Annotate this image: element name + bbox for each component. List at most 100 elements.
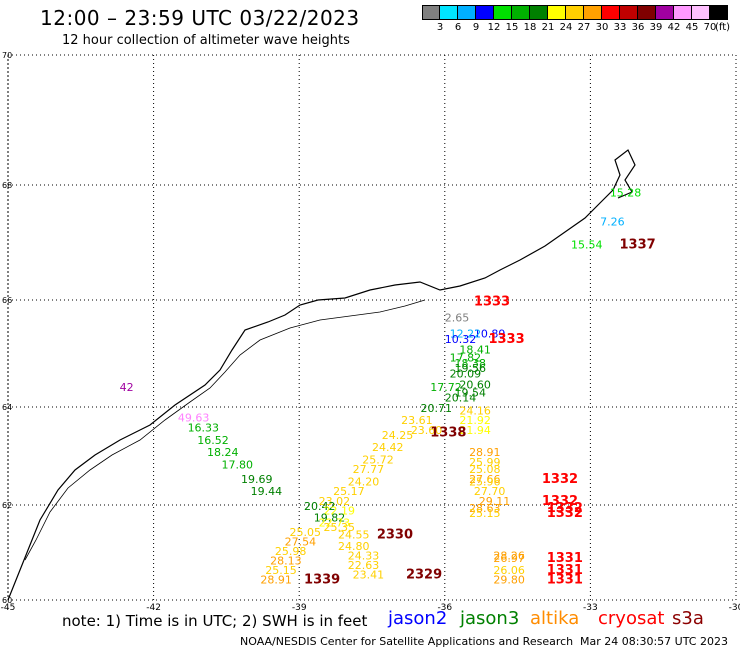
lat-tick-label: 70 (2, 51, 12, 60)
gridlines (7, 54, 737, 601)
wave-height-label: 19.54 (455, 386, 487, 399)
colorbar-swatch (440, 5, 458, 20)
wave-height-label: 15.28 (610, 187, 642, 200)
colorbar-swatch (584, 5, 602, 20)
colorbar-tick-label: 6 (454, 22, 462, 33)
wave-height-label: 24.33 (348, 550, 380, 563)
page-title: 12:00 – 23:59 UTC 03/22/2023 (40, 6, 360, 30)
wave-height-label: 23.61 (401, 414, 433, 427)
colorbar-swatch (530, 5, 548, 20)
wave-height-label: 25.72 (362, 453, 394, 466)
legend-altika: altika (530, 608, 580, 629)
pass-time-label: 1333 (474, 294, 510, 309)
wave-height-label: 28.26 (493, 550, 525, 563)
wave-height-label: 27.54 (285, 535, 317, 548)
wave-height-label: 23.41 (353, 569, 385, 582)
colorbar-swatch (494, 5, 512, 20)
wave-height-label: 20.71 (421, 402, 453, 415)
pass-time-label: 1331 (547, 572, 583, 587)
colorbar-swatch (512, 5, 530, 20)
wave-height-label: 24.16 (459, 404, 491, 417)
wave-height-label: 22.73 (319, 516, 351, 529)
colorbar-ticks: 3 6 9 12 15 18 21 24 27 30 33 36 39 42 45 70 (422, 22, 740, 34)
pass-time-label: 2329 (406, 568, 442, 583)
colorbar-swatch (458, 5, 476, 20)
colorbar-tick-label: 42 (667, 22, 681, 33)
legend-s3a: s3a (672, 608, 704, 629)
wave-height-label: 25.98 (275, 545, 307, 558)
lon-tick-label: -30 (729, 603, 740, 613)
generated-timestamp: Mar 24 08:30:57 UTC 2023 (580, 635, 728, 648)
colorbar-tick-label: 21 (541, 22, 555, 33)
lat-tick-label: 64 (2, 403, 12, 412)
wave-height-label: 25.08 (469, 463, 501, 476)
colorbar-tick-label: 24 (559, 22, 573, 33)
pass-time-label: 1332 (542, 494, 578, 509)
wave-height-label: 21.94 (459, 424, 491, 437)
colorbar-swatch (566, 5, 584, 20)
wave-height-label: 28.13 (270, 554, 302, 567)
wave-height-label: 22.19 (323, 505, 355, 518)
wave-height-label: 18.24 (207, 446, 239, 459)
wave-height-label: 10.89 (474, 327, 506, 340)
colorbar-swatch (638, 5, 656, 20)
wave-height-label: 23.60 (411, 424, 443, 437)
wave-height-label: 24.42 (372, 441, 404, 454)
wave-height-label: 12.22 (450, 327, 482, 340)
colorbar-tick-label: 33 (613, 22, 627, 33)
wave-height-label: 25.99 (469, 456, 501, 469)
pass-time-label: 1333 (488, 332, 524, 347)
wave-height-label: 17.80 (222, 458, 254, 471)
wave-height-label: 24.55 (338, 528, 370, 541)
wave-height-label: 24.20 (348, 475, 380, 488)
pass-time-label: 1332 (547, 506, 583, 521)
legend-jason2: jason2 (388, 608, 448, 629)
wave-height-label: 16.33 (188, 422, 220, 435)
axis-ticks: -45 -42 -39 -36 -33 -30 60 62 64 66 68 70 (1, 51, 740, 613)
wave-height-label: 20.42 (304, 500, 336, 513)
lat-tick-label: 68 (2, 181, 12, 190)
colorbar-tick-label: 12 (487, 22, 501, 33)
credit-line: NOAA/NESDIS Center for Satellite Applica… (240, 635, 574, 648)
wave-height-labels: 15.28 7.26 15.54 1337 1333 2.65 10.8912.2210.3… (120, 187, 656, 588)
colorbar-swatch (476, 5, 494, 20)
wave-height-label: 17.72 (430, 381, 462, 394)
pass-time-label: 2330 (377, 527, 413, 542)
lat-tick-label: 62 (2, 501, 12, 510)
wave-height-label: 22.63 (348, 559, 380, 572)
wave-height-label: 18.38 (455, 357, 487, 370)
colorbar-swatch (710, 5, 728, 20)
pass-time-label: 1332 (547, 501, 583, 516)
colorbar-swatch (674, 5, 692, 20)
wave-height-label: 15.54 (571, 238, 603, 251)
colorbar-tick-label: 70 (703, 22, 717, 33)
colorbar-tick-label: 39 (649, 22, 663, 33)
wave-height-label: 25.05 (289, 526, 321, 539)
wave-height-label: 2.65 (445, 311, 470, 324)
wave-height-label: 26.06 (493, 564, 525, 577)
lon-tick-label: -39 (292, 603, 307, 613)
page-subtitle: 12 hour collection of altimeter wave hei… (62, 33, 350, 48)
pass-time-label: 1331 (547, 563, 583, 578)
wave-height-label: 23.02 (319, 495, 351, 508)
wave-height-label: 26.97 (493, 552, 525, 565)
wave-height-label: 17.82 (450, 352, 482, 365)
wave-height-label: 29.80 (493, 573, 525, 586)
legend-cryosat: cryosat (598, 608, 665, 629)
colorbar-swatch (620, 5, 638, 20)
pass-time-label: 1338 (430, 425, 466, 440)
pass-time-label: 1331 (547, 551, 583, 566)
colorbar-swatch (692, 5, 710, 20)
lat-tick-label: 66 (2, 296, 12, 305)
colorbar (422, 5, 728, 20)
lon-tick-label: -33 (583, 603, 598, 613)
lon-tick-label: -45 (1, 603, 16, 613)
wave-height-label: 19.44 (251, 485, 283, 498)
wave-height-label: 16.52 (197, 434, 229, 447)
wave-height-label: 24.80 (338, 540, 370, 553)
wave-height-label: 24.25 (382, 429, 414, 442)
colorbar-tick-label: 15 (505, 22, 519, 33)
wave-height-label: 21.92 (459, 414, 491, 427)
lon-tick-label: -42 (146, 603, 161, 613)
